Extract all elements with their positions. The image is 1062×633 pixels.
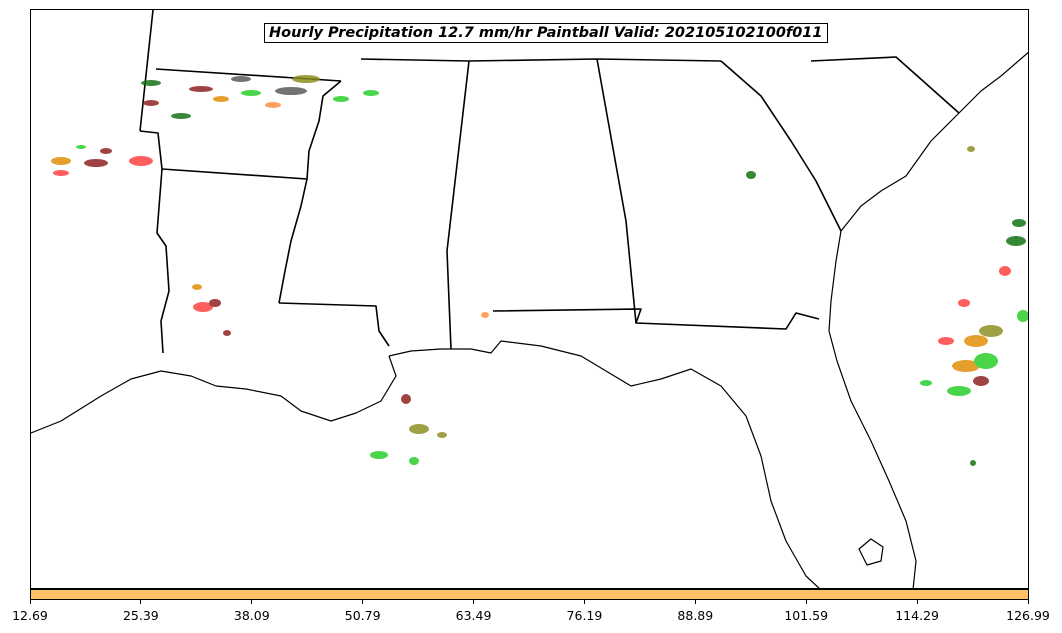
precip-cell <box>189 86 213 92</box>
state-border-al-ga <box>596 58 637 324</box>
precip-cell <box>333 96 349 102</box>
precip-cell <box>481 312 489 318</box>
colorbar-tick-label: 38.09 <box>233 608 270 623</box>
colorbar-tick-mark <box>473 600 475 604</box>
precip-cell <box>964 335 988 347</box>
map-canvas <box>31 10 1028 588</box>
precip-cell <box>171 113 191 119</box>
precip-cell <box>53 170 69 176</box>
state-border-al-fl <box>492 308 820 330</box>
colorbar-tick-label: 50.79 <box>344 608 381 623</box>
precip-cell <box>970 460 976 466</box>
colorbar-tick-label: 12.69 <box>12 608 48 623</box>
precip-cell <box>275 87 307 95</box>
precip-cell <box>193 302 213 312</box>
precip-cell <box>973 376 989 386</box>
precip-cell <box>292 75 320 83</box>
mississippi-river <box>278 80 342 304</box>
precip-cell <box>223 330 231 336</box>
precip-cell <box>1012 219 1026 227</box>
precip-cell <box>1017 310 1028 322</box>
colorbar-tick-mark <box>916 600 918 604</box>
precip-cell <box>401 394 411 404</box>
colorbar-tick-mark <box>251 600 253 604</box>
precip-cell <box>979 325 1003 337</box>
precip-cell <box>363 90 379 96</box>
state-border-ms-tn <box>360 58 722 62</box>
state-border-la-ms <box>278 302 390 347</box>
state-border-ga-sc <box>720 60 842 232</box>
lake-okeechobee <box>858 538 884 566</box>
state-border-ms-al <box>446 60 470 350</box>
precip-cell <box>84 159 108 167</box>
precip-cell <box>746 171 756 179</box>
coastline-texas-louisiana <box>31 355 397 434</box>
precip-cell <box>938 337 954 345</box>
precip-cell <box>213 96 229 102</box>
precip-cell <box>409 424 429 434</box>
state-border-ok-tx <box>139 10 154 132</box>
precip-cell <box>100 148 112 154</box>
colorbar <box>30 589 1029 600</box>
colorbar-tick-label: 63.49 <box>455 608 492 623</box>
precip-cell <box>241 90 261 96</box>
precip-cell <box>143 100 159 106</box>
colorbar-tick-label: 76.19 <box>566 608 603 623</box>
coastline-mississippi-alabama <box>388 340 820 588</box>
precip-cell <box>947 386 971 396</box>
precip-cell <box>51 157 71 165</box>
precip-cell <box>1006 236 1026 246</box>
state-border-nc-sc <box>810 56 960 114</box>
precip-cell <box>231 76 251 82</box>
precip-cell <box>952 360 980 372</box>
map-title: Hourly Precipitation 12.7 mm/hr Paintbal… <box>264 23 828 43</box>
precip-cell <box>76 145 86 149</box>
precip-cell <box>192 284 202 290</box>
precip-cell <box>967 146 975 152</box>
precip-cell <box>370 451 388 459</box>
colorbar-tick-label: 101.59 <box>784 608 829 623</box>
precip-cell <box>129 156 153 166</box>
colorbar-tick-mark <box>29 600 31 604</box>
map-panel: Hourly Precipitation 12.7 mm/hr Paintbal… <box>30 9 1029 589</box>
colorbar-tick-mark <box>362 600 364 604</box>
colorbar-tick-label: 25.39 <box>122 608 159 623</box>
state-border-la-tx <box>156 168 170 354</box>
colorbar-tick-label: 126.99 <box>1006 608 1050 623</box>
precip-cell <box>958 299 970 307</box>
colorbar-tick-mark <box>583 600 585 604</box>
precip-cell <box>920 380 932 386</box>
precip-cell <box>265 102 281 108</box>
colorbar-tick-mark <box>694 600 696 604</box>
precip-cell <box>999 266 1011 276</box>
state-border-ar-north <box>139 130 308 180</box>
colorbar-tick-mark <box>805 600 807 604</box>
colorbar-tick-mark <box>1027 600 1029 604</box>
precip-cell <box>437 432 447 438</box>
precip-cell <box>141 80 161 86</box>
coastline-florida-east <box>828 51 1028 588</box>
precip-cell <box>409 457 419 465</box>
precip-cell <box>209 299 221 307</box>
colorbar-tick-label: 88.89 <box>677 608 714 623</box>
precip-cell <box>974 353 998 369</box>
colorbar-tick-label: 114.29 <box>895 608 939 623</box>
colorbar-tick-mark <box>140 600 142 604</box>
